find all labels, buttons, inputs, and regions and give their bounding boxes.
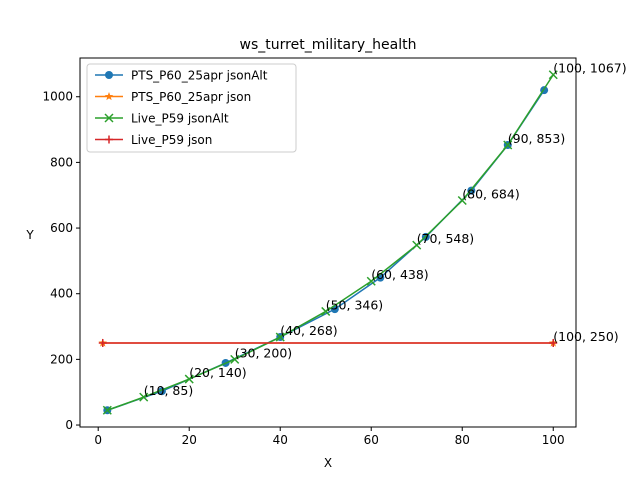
legend-entry: PTS_P60_25apr json [95, 90, 251, 104]
chart-title: ws_turret_military_health [240, 37, 417, 53]
data-label: (10, 85) [144, 383, 194, 398]
data-label: (70, 548) [417, 231, 474, 246]
data-point [104, 113, 114, 123]
legend-entry: PTS_P60_25apr jsonAlt [95, 69, 268, 83]
y-tick-label: 1000 [42, 90, 73, 104]
data-label: (60, 438) [371, 267, 428, 282]
y-tick-label: 400 [50, 287, 73, 301]
data-point [102, 405, 112, 415]
data-label: (20, 140) [189, 365, 246, 380]
data-label: (100, 1067) [553, 61, 626, 76]
data-point [366, 276, 376, 286]
x-tick-label: 80 [455, 433, 470, 447]
x-tick-label: 0 [94, 433, 102, 447]
x-tick-label: 20 [182, 433, 197, 447]
y-tick-label: 600 [50, 221, 73, 235]
data-label: (50, 346) [326, 297, 383, 312]
plot-area: (10, 85) (20, 140) (30, 200) (40, 268) (50, … [98, 61, 627, 415]
x-tick-label: 40 [273, 433, 288, 447]
legend-label: PTS_P60_25apr json [131, 90, 251, 104]
data-point [503, 140, 513, 150]
x-axis-label: X [324, 456, 332, 470]
data-point [457, 195, 467, 206]
y-tick-label: 0 [65, 418, 73, 432]
data-label: (100, 250) [553, 329, 618, 344]
legend-label: Live_P59 json [131, 133, 212, 147]
data-point [139, 392, 149, 402]
y-tick-label: 800 [50, 155, 73, 169]
legend-entry: Live_P59 jsonAlt [95, 112, 229, 126]
data-point [105, 135, 113, 144]
y-tick-label: 200 [50, 352, 73, 366]
legend-label: Live_P59 jsonAlt [131, 112, 229, 126]
data-label: (40, 268) [280, 323, 337, 338]
legend-label: PTS_P60_25apr jsonAlt [131, 69, 268, 83]
data-point [105, 71, 113, 79]
data-point [549, 338, 558, 347]
data-point [98, 338, 107, 347]
data-point [275, 332, 285, 342]
data-point [412, 240, 422, 250]
data-point [321, 306, 331, 316]
data-label: (80, 684) [462, 186, 519, 201]
x-tick-label: 60 [364, 433, 379, 447]
legend-entry: Live_P59 json [95, 133, 212, 147]
data-point [104, 92, 114, 101]
data-point [230, 354, 240, 364]
data-label: (90, 853) [508, 131, 565, 146]
y-axis-label: Y [25, 228, 34, 242]
x-tick-label: 100 [542, 433, 565, 447]
legend-box [86, 63, 297, 153]
axes-frame [79, 57, 577, 428]
data-label: (30, 200) [235, 345, 292, 360]
data-point [184, 374, 194, 384]
legend: PTS_P60_25apr jsonAlt PTS_P60_25apr json L… [86, 63, 297, 153]
data-point [548, 70, 558, 80]
